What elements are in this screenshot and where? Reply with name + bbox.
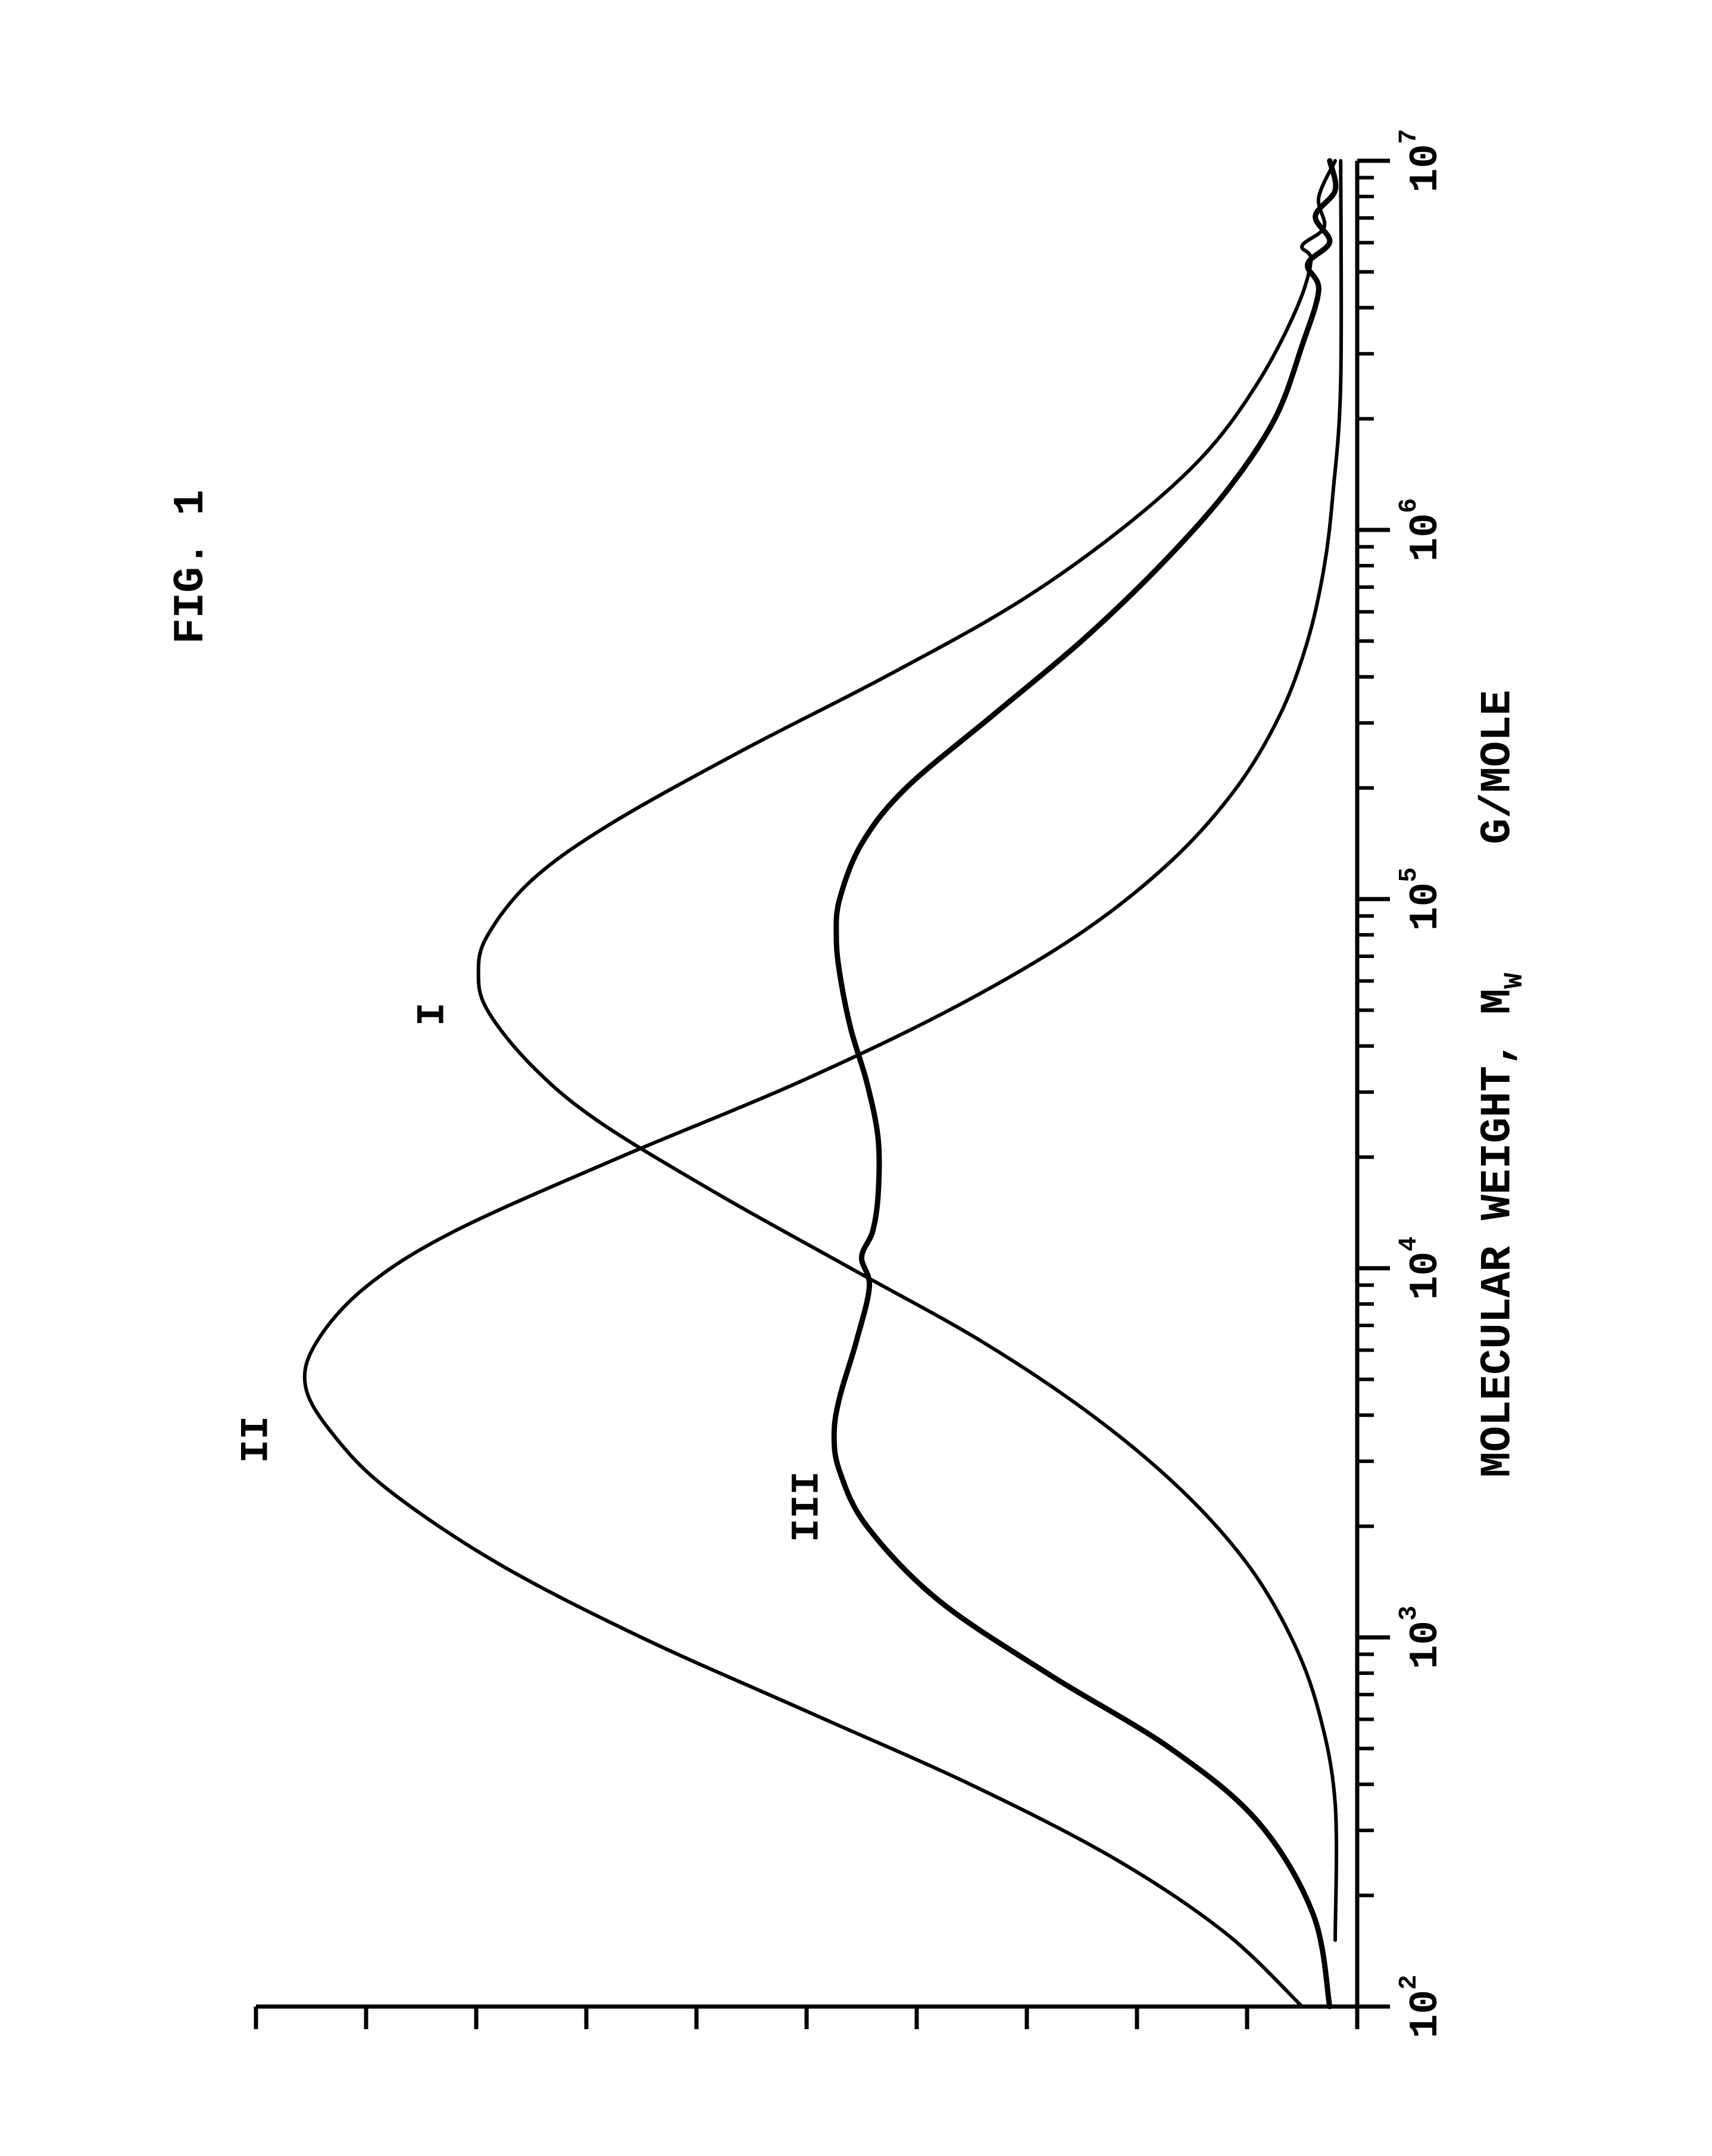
svg-text:107: 107 — [1395, 129, 1449, 193]
svg-text:MOLECULAR WEIGHT, MW G/MOL: MOLECULAR WEIGHT, MW G/MOLE — [1474, 689, 1530, 1477]
svg-text:102: 102 — [1395, 1975, 1449, 2039]
series-label-I: I — [411, 1003, 455, 1026]
series-label-III: III — [785, 1471, 830, 1542]
chart-container: 102 103 104 105 106 107 MOLECULAR WEIGHT, MW G… — [0, 0, 1712, 2156]
svg-text:106: 106 — [1395, 498, 1449, 562]
curve-II — [305, 161, 1341, 2007]
svg-text:104: 104 — [1395, 1237, 1449, 1300]
svg-text:FIG. 1: FIG. 1 — [167, 489, 215, 644]
svg-text:103: 103 — [1395, 1606, 1449, 1670]
series-label-II: II — [235, 1416, 279, 1464]
curve-I — [479, 161, 1336, 1940]
mw-distribution-chart: 102 103 104 105 106 107 MOLECULAR WEIGHT, MW G… — [0, 0, 1712, 2156]
svg-text:105: 105 — [1395, 868, 1449, 931]
curve-III — [834, 161, 1336, 2007]
